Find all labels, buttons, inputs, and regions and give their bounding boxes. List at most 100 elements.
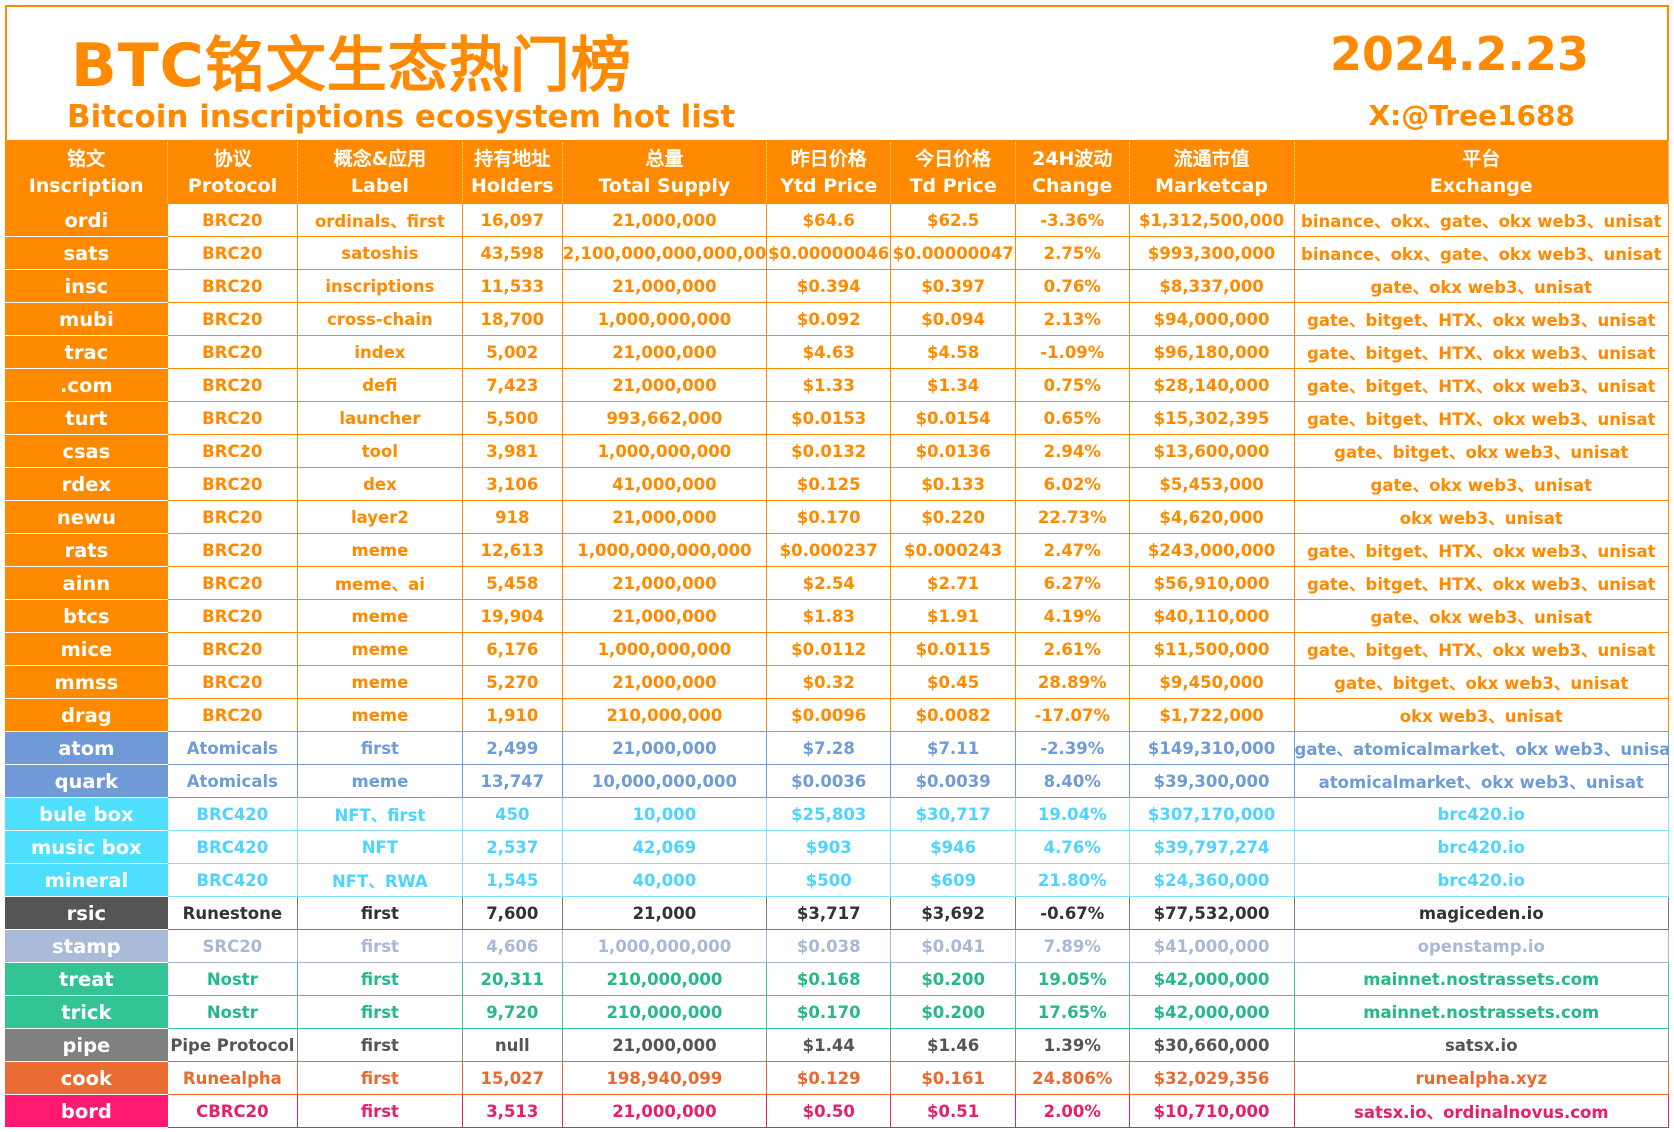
cell-inscription: atom [5,731,168,765]
cell-inscription: drag [5,698,168,732]
cell-marketcap: $15,302,395 [1129,401,1295,435]
cell-marketcap: $96,180,000 [1129,335,1295,369]
cell-total-supply: 21,000,000 [562,731,768,765]
cell-td-price: $0.0115 [890,632,1016,666]
cell-change: 1.39% [1015,1028,1130,1062]
cell-inscription: treat [5,962,168,996]
cell-td-price: $0.0039 [890,764,1016,798]
cell-total-supply: 210,000,000 [562,698,768,732]
cell-exchange: gate、bitget、HTX、okx web3、unisat [1294,368,1670,402]
cell-marketcap: $9,450,000 [1129,665,1295,699]
col-header-cn: 24H波动 [1032,148,1113,170]
cell-holders: 5,270 [462,665,563,699]
cell-label: first [297,962,463,996]
cell-ytd-price: $0.129 [766,1061,892,1095]
cell-holders: 12,613 [462,533,563,567]
cell-td-price: $7.11 [890,731,1016,765]
cell-marketcap: $77,532,000 [1129,896,1295,930]
table-row: .com BRC20 defi 7,423 21,000,000 $1.33 $1.34 0.… [5,368,1670,402]
cell-total-supply: 21,000,000 [562,566,768,600]
cell-protocol: BRC420 [167,863,298,897]
cell-protocol: BRC20 [167,368,298,402]
table-row: newu BRC20 layer2 918 21,000,000 $0.170 $0.220… [5,500,1670,534]
cell-protocol: BRC20 [167,302,298,336]
cell-ytd-price: $0.0112 [766,632,892,666]
cell-td-price: $0.0082 [890,698,1016,732]
cell-total-supply: 21,000,000 [562,204,768,237]
cell-td-price: $4.58 [890,335,1016,369]
cell-total-supply: 2,100,000,000,000,000 [562,236,768,270]
cell-inscription: trick [5,995,168,1029]
col-header-en: Change [1032,175,1113,197]
cell-total-supply: 198,940,099 [562,1061,768,1095]
cell-label: first [297,1061,463,1095]
cell-protocol: Pipe Protocol [167,1028,298,1062]
cell-ytd-price: $0.0132 [766,434,892,468]
cell-ytd-price: $1.44 [766,1028,892,1062]
cell-change: -3.36% [1015,204,1130,237]
cell-holders: 11,533 [462,269,563,303]
cell-inscription: rats [5,533,168,567]
cell-label: satoshis [297,236,463,270]
cell-protocol: Atomicals [167,764,298,798]
cell-ytd-price: $903 [766,830,892,864]
cell-exchange: gate、okx web3、unisat [1294,467,1670,501]
cell-label: first [297,995,463,1029]
col-header-en: Exchange [1429,175,1533,197]
cell-change: 2.47% [1015,533,1130,567]
cell-change: 2.61% [1015,632,1130,666]
cell-marketcap: $30,660,000 [1129,1028,1295,1062]
cell-holders: 4,606 [462,929,563,963]
cell-marketcap: $11,500,000 [1129,632,1295,666]
cell-ytd-price: $0.0036 [766,764,892,798]
col-header-protocol: 协议 Protocol [167,142,298,204]
cell-change: 0.65% [1015,401,1130,435]
cell-label: first [297,1094,463,1128]
cell-exchange: binance、okx、gate、okx web3、unisat [1294,236,1670,270]
cell-protocol: BRC20 [167,665,298,699]
cell-total-supply: 40,000 [562,863,768,897]
cell-holders: 18,700 [462,302,563,336]
cell-label: meme [297,599,463,633]
col-header-cn: 持有地址 [474,148,551,170]
table-row: btcs BRC20 meme 19,904 21,000,000 $1.83 $1.91 4… [5,599,1670,633]
col-header-en: Holders [470,175,554,197]
cell-ytd-price: $1.83 [766,599,892,633]
cell-inscription: mineral [5,863,168,897]
cell-label: index [297,335,463,369]
cell-td-price: $0.0154 [890,401,1016,435]
cell-label: first [297,896,463,930]
cell-inscription: cook [5,1061,168,1095]
cell-exchange: magiceden.io [1294,896,1670,930]
cell-ytd-price: $0.50 [766,1094,892,1128]
col-header-exchange: 平台 Exchange [1294,142,1670,204]
cell-change: 4.19% [1015,599,1130,633]
table-row: pipe Pipe Protocol first null 21,000,000 $1.4… [5,1028,1670,1062]
cell-change: 28.89% [1015,665,1130,699]
table-body: ordi BRC20 ordinals、first 16,097 21,000,000 $… [5,204,1670,1128]
author-handle: X:@Tree1688 [1368,99,1575,132]
cell-total-supply: 21,000,000 [562,335,768,369]
col-header-en: Label [350,175,409,197]
cell-inscription: mice [5,632,168,666]
cell-total-supply: 42,069 [562,830,768,864]
cell-exchange: binance、okx、gate、okx web3、unisat [1294,204,1670,237]
cell-holders: 2,537 [462,830,563,864]
cell-protocol: Runealpha [167,1061,298,1095]
cell-inscription: sats [5,236,168,270]
cell-inscription: quark [5,764,168,798]
cell-exchange: brc420.io [1294,797,1670,831]
cell-td-price: $1.34 [890,368,1016,402]
cell-change: 6.02% [1015,467,1130,501]
cell-label: tool [297,434,463,468]
cell-ytd-price: $0.0153 [766,401,892,435]
cell-marketcap: $8,337,000 [1129,269,1295,303]
cell-inscription: ainn [5,566,168,600]
cell-label: first [297,731,463,765]
cell-protocol: BRC420 [167,830,298,864]
cell-exchange: gate、atomicalmarket、okx web3、unisat [1294,731,1670,765]
cell-td-price: $62.5 [890,204,1016,237]
cell-label: NFT [297,830,463,864]
cell-total-supply: 21,000,000 [562,1028,768,1062]
cell-inscription: bord [5,1094,168,1128]
